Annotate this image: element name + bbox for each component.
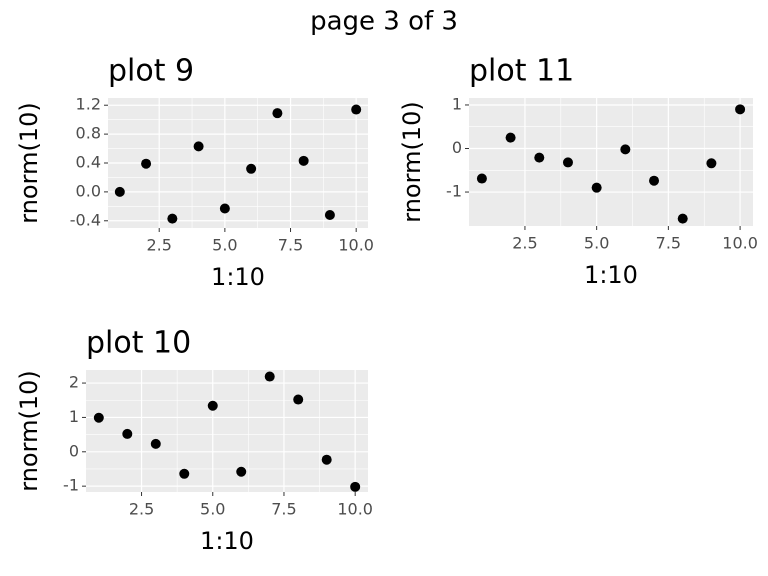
y-tick-label: -1 bbox=[63, 476, 79, 495]
x-tick-label: 10.0 bbox=[338, 236, 374, 255]
point bbox=[591, 182, 602, 193]
x-tick-label: 7.5 bbox=[271, 500, 296, 519]
point bbox=[649, 175, 660, 186]
point bbox=[179, 468, 190, 479]
point bbox=[351, 104, 362, 115]
x-tick-label: 7.5 bbox=[656, 234, 681, 253]
x-axis-title: 1:10 bbox=[211, 263, 265, 291]
point bbox=[324, 210, 335, 220]
point bbox=[264, 371, 275, 382]
point bbox=[246, 163, 257, 174]
point bbox=[620, 144, 631, 155]
point bbox=[114, 186, 125, 197]
y-tick-label: 1 bbox=[452, 94, 462, 113]
point bbox=[150, 438, 161, 449]
point bbox=[219, 203, 230, 214]
point bbox=[167, 213, 178, 224]
x-axis-title: 1:10 bbox=[584, 261, 638, 289]
point bbox=[93, 412, 104, 423]
x-tick-label: 10.0 bbox=[722, 234, 758, 253]
y-tick-label: -1 bbox=[446, 182, 462, 201]
x-tick-label: 2.5 bbox=[129, 500, 154, 519]
point bbox=[735, 104, 746, 115]
y-tick-label: 0.0 bbox=[76, 181, 101, 200]
x-tick-label: 5.0 bbox=[584, 234, 609, 253]
point bbox=[505, 132, 516, 143]
point bbox=[193, 141, 204, 152]
x-tick-label: 10.0 bbox=[337, 500, 373, 519]
page-title: page 3 of 3 bbox=[310, 7, 458, 37]
y-axis-title: rnorm(10) bbox=[15, 370, 43, 491]
y-tick-label: 0 bbox=[69, 441, 79, 460]
x-tick-label: 5.0 bbox=[200, 500, 225, 519]
y-tick-label: 0.4 bbox=[76, 153, 101, 172]
panel-background bbox=[469, 98, 753, 226]
point bbox=[122, 428, 133, 439]
point bbox=[293, 394, 304, 405]
point bbox=[677, 213, 688, 224]
point bbox=[562, 157, 573, 168]
y-axis-title: rnorm(10) bbox=[398, 101, 426, 222]
y-tick-label: 1.2 bbox=[76, 95, 101, 114]
point bbox=[272, 108, 283, 119]
point bbox=[350, 481, 361, 492]
point bbox=[706, 158, 717, 169]
point bbox=[476, 173, 487, 184]
point bbox=[141, 158, 152, 169]
y-axis-title: rnorm(10) bbox=[15, 102, 43, 223]
y-tick-label: 0 bbox=[452, 138, 462, 157]
y-tick-label: 0.8 bbox=[76, 124, 101, 143]
y-tick-label: -0.4 bbox=[70, 210, 101, 229]
plot-title: plot 10 bbox=[86, 326, 191, 361]
point bbox=[298, 155, 309, 166]
panel-background bbox=[86, 370, 368, 492]
y-tick-label: 1 bbox=[69, 407, 79, 426]
point bbox=[534, 152, 545, 163]
plot-title: plot 11 bbox=[469, 54, 574, 89]
point bbox=[207, 400, 218, 411]
y-tick-label: 2 bbox=[69, 373, 79, 392]
x-tick-label: 2.5 bbox=[512, 234, 537, 253]
x-axis-title: 1:10 bbox=[200, 527, 254, 555]
point bbox=[321, 454, 332, 465]
x-tick-label: 2.5 bbox=[146, 236, 171, 255]
plot-title: plot 9 bbox=[108, 54, 194, 89]
x-tick-label: 5.0 bbox=[212, 236, 237, 255]
point bbox=[236, 466, 247, 477]
x-tick-label: 7.5 bbox=[278, 236, 303, 255]
